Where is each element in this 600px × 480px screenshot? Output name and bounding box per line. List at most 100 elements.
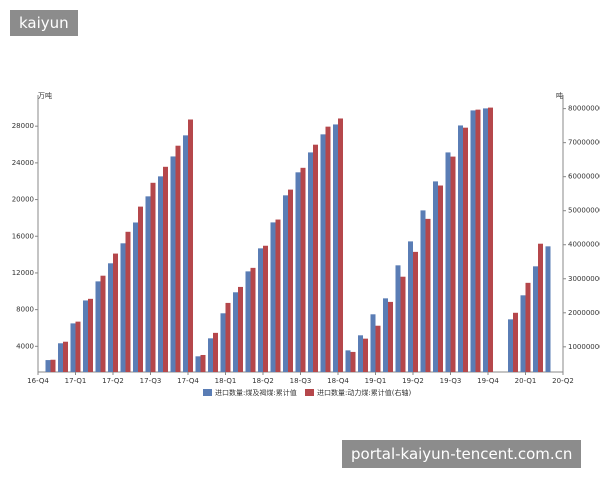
- bar: [95, 281, 101, 372]
- bar: [445, 152, 451, 372]
- bar: [425, 218, 431, 372]
- bar: [220, 313, 226, 372]
- bar: [213, 332, 218, 372]
- x-tick-label: 17-Q3: [140, 377, 162, 385]
- bar: [288, 189, 293, 372]
- x-tick-label: 18-Q3: [290, 377, 312, 385]
- bar: [225, 302, 231, 372]
- bar: [50, 359, 56, 372]
- x-tick-label: 19-Q4: [477, 377, 499, 385]
- bar: [420, 210, 426, 372]
- bar: [83, 300, 88, 372]
- bar: [188, 119, 193, 373]
- bar: [388, 301, 393, 372]
- bar: [450, 156, 456, 372]
- x-tick-label: 20-Q2: [552, 377, 574, 385]
- bar: [238, 286, 243, 372]
- bar: [520, 295, 526, 372]
- y2-tick-label: 60000000: [568, 173, 600, 181]
- bar: [263, 245, 268, 372]
- legend-swatch: [203, 389, 212, 396]
- x-tick-label: 19-Q3: [440, 377, 462, 385]
- bar: [295, 172, 301, 372]
- watermark: portal-kaiyun-tencent.com.cn: [342, 440, 582, 468]
- y2-tick-label: 20000000: [568, 309, 600, 317]
- legend-label: 进口数量:动力煤:累计值(右轴): [317, 388, 411, 397]
- bar: [120, 243, 126, 372]
- y-tick-label: 20000: [12, 196, 34, 204]
- bar: [275, 219, 281, 372]
- bar: [483, 108, 488, 372]
- bar: [75, 321, 81, 372]
- bar: [70, 323, 76, 372]
- bar: [363, 338, 368, 372]
- bar: [470, 110, 476, 372]
- y2-unit: 吨: [556, 91, 563, 100]
- bar: [145, 196, 151, 372]
- bar: [258, 248, 263, 372]
- bar: [200, 354, 206, 372]
- bar: [233, 292, 238, 372]
- bar: [508, 319, 513, 372]
- bar: [383, 298, 388, 372]
- bar: [320, 134, 326, 372]
- bar: [345, 350, 351, 372]
- x-tick-label: 20-Q1: [515, 377, 537, 385]
- bar: [395, 265, 401, 372]
- y-tick-label: 8000: [16, 306, 34, 314]
- bar: [175, 145, 181, 372]
- bar: [88, 298, 93, 372]
- bar: [433, 181, 438, 372]
- bar: [538, 243, 543, 372]
- bar: [138, 206, 143, 372]
- bar: [545, 246, 551, 372]
- bar: [350, 351, 356, 372]
- bar: [338, 118, 343, 372]
- bar: [463, 127, 468, 372]
- bar: [108, 263, 113, 372]
- bar: [270, 222, 276, 372]
- bar: [525, 282, 531, 372]
- x-tick-label: 19-Q1: [365, 377, 387, 385]
- bar: [125, 231, 131, 372]
- bar: [308, 152, 313, 372]
- legend-swatch: [305, 389, 314, 396]
- x-tick-label: 17-Q1: [65, 377, 87, 385]
- bar: [133, 222, 138, 372]
- legend-label: 进口数量:煤及褐煤:累计值: [215, 388, 297, 397]
- bar: [283, 195, 288, 372]
- y2-tick-label: 30000000: [568, 275, 600, 283]
- bar: [458, 125, 463, 372]
- y2-tick-label: 80000000: [568, 105, 600, 113]
- y2-tick-label: 40000000: [568, 241, 600, 249]
- bar: [208, 338, 213, 372]
- bar: [250, 267, 256, 372]
- bar: [195, 356, 201, 372]
- bar: [45, 360, 51, 372]
- bar: [158, 176, 163, 372]
- y2-tick-label: 50000000: [568, 207, 600, 215]
- bar: [313, 144, 318, 372]
- y-unit: 万吨: [38, 91, 52, 100]
- bar: [150, 182, 156, 372]
- x-tick-label: 16-Q4: [27, 377, 49, 385]
- y-tick-label: 4000: [16, 342, 34, 350]
- y-tick-label: 16000: [12, 232, 34, 240]
- bar: [488, 107, 493, 372]
- x-tick-label: 19-Q2: [402, 377, 424, 385]
- bar: [300, 167, 306, 372]
- bar: [358, 335, 363, 372]
- bar: [513, 312, 518, 372]
- y2-tick-label: 70000000: [568, 139, 600, 147]
- x-tick-label: 18-Q2: [252, 377, 274, 385]
- bar: [413, 251, 418, 372]
- bar: [325, 126, 331, 372]
- bar: [475, 109, 481, 372]
- bar: [375, 325, 381, 372]
- bar: [400, 276, 406, 372]
- x-tick-label: 18-Q4: [327, 377, 349, 385]
- bar: [533, 266, 538, 372]
- bar: [58, 343, 63, 372]
